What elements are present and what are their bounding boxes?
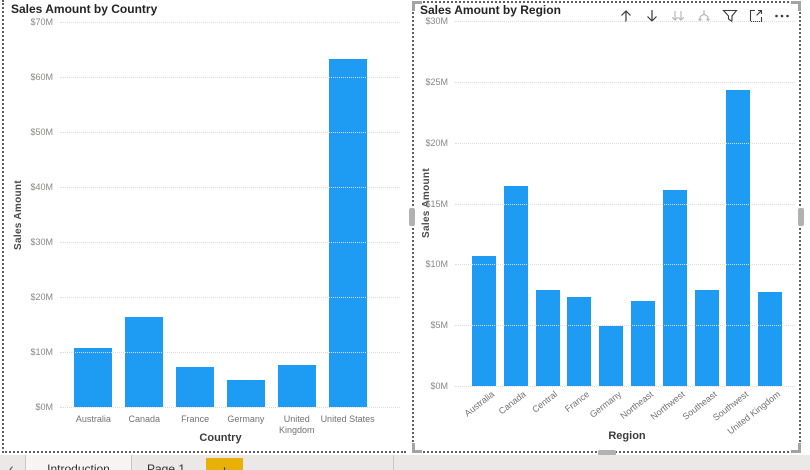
resize-handle-bottom-left[interactable] (412, 443, 422, 453)
y-tick-label: $70M (30, 17, 53, 27)
x-tick-label: Australia (75, 414, 111, 424)
x-tick-label: Germany (227, 414, 265, 424)
y-tick-label: $20M (30, 292, 53, 302)
gridline (455, 21, 795, 22)
x-tick-label: United States (320, 414, 375, 424)
gridline (455, 142, 795, 144)
y-tick-label: $25M (425, 76, 448, 87)
tab-introduction[interactable]: Introduction (26, 455, 131, 470)
bar-southwest[interactable] (726, 90, 751, 386)
tab-divider (25, 455, 26, 470)
expand-all-down-icon[interactable] (691, 5, 717, 27)
bars-region: Region Australia Canada Central France Germa… (462, 21, 786, 442)
y-tick-label: $5M (430, 320, 448, 331)
bar-france[interactable] (567, 297, 592, 386)
tab-scroll-left-chevron[interactable]: ‹ (9, 460, 14, 470)
x-tick-label: Canada (496, 389, 528, 417)
resize-handle-top-left[interactable] (412, 1, 422, 11)
y-tick-label: $15M (425, 198, 448, 209)
page-tab-bar: ‹ Introduction Page 1 + (0, 455, 810, 470)
gridline (60, 22, 400, 23)
bar-france[interactable] (176, 366, 215, 407)
plot-area: Region Australia Canada Central France Germa… (425, 16, 795, 442)
bars-region: Country Australia Canada France Germany Unit… (68, 22, 375, 444)
x-tick-label: Germany (587, 389, 624, 420)
tab-divider (393, 455, 394, 470)
bar-germany[interactable] (599, 326, 624, 386)
y-tick-label: $40M (30, 182, 53, 192)
bar-canada[interactable] (503, 186, 528, 386)
y-tick-label: $10M (30, 347, 53, 357)
y-tick-label: $50M (30, 127, 53, 137)
chart-title: Sales Amount by Region (420, 3, 561, 17)
more-options-icon[interactable] (769, 5, 795, 27)
x-axis-title: Country (199, 432, 242, 444)
bar-canada[interactable] (125, 316, 164, 407)
bar-southeast[interactable] (694, 289, 719, 386)
y-axis-title: Sales Amount (13, 180, 24, 250)
resize-handle-right[interactable] (798, 208, 804, 226)
chart-title: Sales Amount by Country (11, 2, 158, 16)
drill-up-icon[interactable] (613, 5, 639, 27)
resize-handle-left[interactable] (409, 208, 415, 226)
resize-handle-top-right[interactable] (791, 1, 801, 11)
bar-northwest[interactable] (662, 190, 687, 386)
gridline (60, 297, 400, 298)
go-to-next-level-icon[interactable] (665, 5, 691, 27)
bar-australia[interactable] (74, 348, 113, 407)
gridline (455, 81, 795, 83)
resize-handle-bottom[interactable] (597, 450, 616, 456)
tab-divider (131, 455, 132, 470)
bar-northeast[interactable] (630, 300, 655, 386)
y-tick-label: $30M (425, 16, 448, 26)
plot-area: Country Australia Canada France Germany Unit… (30, 17, 400, 444)
gridline (60, 242, 400, 243)
resize-handle-bottom-right[interactable] (791, 443, 801, 453)
visual-sales-by-region[interactable]: Sales Amount by Region (409, 1, 804, 456)
gridline (455, 325, 795, 327)
y-tick-label: $10M (425, 259, 448, 270)
gridline (60, 187, 400, 188)
x-axis-title: Region (608, 430, 646, 442)
gridline (60, 77, 400, 78)
bar-united-kingdom[interactable] (277, 364, 316, 407)
gridline (455, 264, 795, 266)
gridline (60, 407, 400, 408)
x-tick-label: Central (530, 389, 560, 415)
visual-sales-by-country[interactable]: Sales Amount by Country Sales Amount Cou… (2, 0, 406, 453)
gridline (455, 386, 795, 387)
x-tick-label: United Kingdom (278, 414, 315, 436)
x-tick-label: Australia (462, 389, 497, 419)
gridline (60, 132, 400, 133)
y-tick-label: $30M (30, 237, 53, 247)
gridline (60, 352, 400, 353)
plus-icon: + (220, 464, 229, 470)
tab-introduction-label: Introduction (47, 462, 110, 470)
y-tick-label: $0M (430, 381, 448, 391)
bar-germany[interactable] (226, 380, 265, 407)
x-tick-label: France (563, 389, 592, 415)
add-page-button[interactable]: + (206, 458, 243, 470)
y-tick-label: $0M (35, 402, 53, 412)
gridline (455, 203, 795, 205)
bar-united-states[interactable] (328, 59, 367, 407)
y-tick-label: $60M (30, 72, 53, 82)
x-tick-label: France (181, 414, 210, 424)
bar-central[interactable] (535, 289, 560, 386)
bar-australia[interactable] (471, 255, 496, 386)
y-tick-label: $20M (425, 137, 448, 148)
x-tick-label: Northwest (648, 389, 687, 422)
report-canvas: Sales Amount by Country Sales Amount Cou… (2, 0, 804, 456)
bar-united-kingdom[interactable] (758, 292, 783, 386)
x-tick-label: Canada (128, 414, 161, 424)
tab-page-1[interactable]: Page 1 (132, 455, 200, 470)
tab-page-1-label: Page 1 (146, 462, 186, 470)
